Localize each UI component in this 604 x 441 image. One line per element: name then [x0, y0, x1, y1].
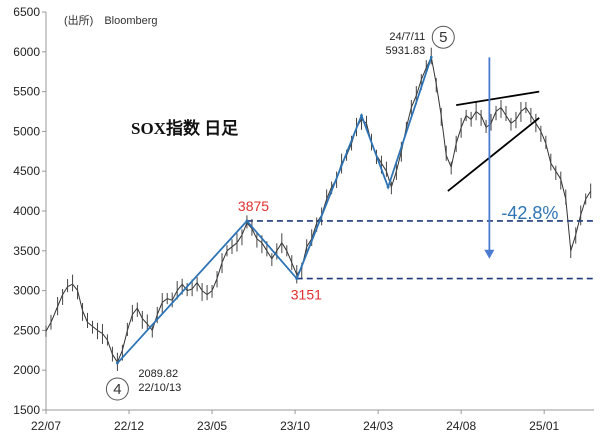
top-price-label: 5931.83 [385, 45, 425, 57]
y-tick-label: 4000 [13, 204, 40, 218]
wave-point [245, 219, 249, 223]
y-tick-label: 1500 [13, 403, 40, 417]
wave-4-number: 4 [113, 381, 121, 398]
x-tick-label: 22/12 [114, 419, 144, 433]
x-tick-label: 24/08 [446, 419, 476, 433]
overlays [116, 55, 594, 365]
y-tick-label: 4500 [13, 164, 40, 178]
source-note: (出所) Bloomberg [64, 13, 158, 27]
y-tick-label: 6500 [13, 5, 40, 19]
wave-line [116, 56, 433, 364]
axes: 1500 2000 2500 3000 3500 4000 4500 5000 5500 6000… [13, 5, 594, 433]
drop-arrow-head [484, 249, 495, 259]
x-tick-label: 23/05 [197, 419, 227, 433]
wave-4-circle [105, 377, 129, 401]
wave-point [386, 185, 390, 189]
level-high-label: 3875 [238, 198, 269, 214]
wave-5-circle [431, 25, 455, 49]
wave-point [360, 114, 363, 117]
triangle-lower-line [447, 117, 540, 192]
x-tick-label: 24/03 [363, 419, 393, 433]
x-tick-label: 23/10 [280, 419, 310, 433]
x-tick-label: 22/07 [31, 419, 61, 433]
bottom-date-label: 22/10/13 [138, 382, 181, 394]
decline-percent-label: -42.8% [501, 203, 558, 223]
y-tick-label: 3500 [13, 244, 40, 258]
y-tick-label: 2000 [13, 363, 40, 377]
price-series [45, 47, 592, 371]
labels: (出所) Bloomberg SOX指数 日足 3875 3151 -42.8% 4 2… [64, 13, 558, 401]
bottom-price-label: 2089.82 [138, 368, 178, 380]
y-tick-label: 5500 [13, 85, 40, 99]
chart-title: SOX指数 日足 [131, 118, 238, 138]
wave-point [116, 361, 119, 365]
y-tick-label: 5000 [13, 124, 40, 138]
y-tick-label: 2500 [13, 323, 40, 337]
price-line [45, 56, 592, 363]
level-low-label: 3151 [291, 287, 322, 303]
wave-point [295, 277, 299, 280]
triangle-upper-line [456, 90, 540, 107]
wave-point [429, 55, 433, 59]
y-tick-label: 6000 [13, 45, 40, 59]
y-tick-label: 3000 [13, 284, 40, 298]
wave-5-number: 5 [439, 29, 447, 46]
top-date-label: 24/7/11 [389, 31, 425, 43]
x-tick-label: 25/01 [529, 419, 559, 433]
